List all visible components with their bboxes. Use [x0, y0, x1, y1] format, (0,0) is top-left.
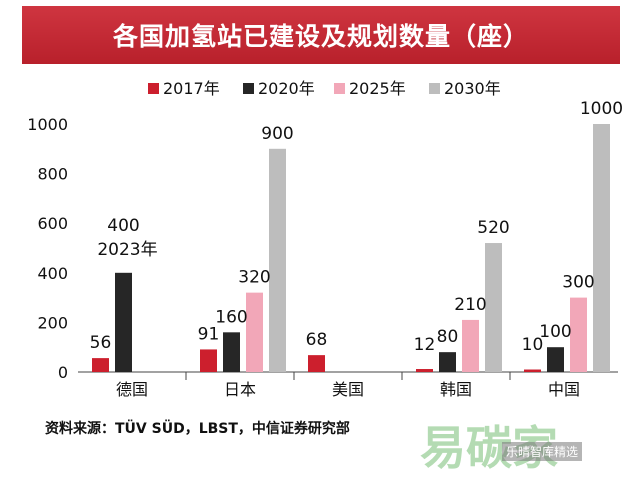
axes: 0 200 400 600 800 1000 德国 日本 美国 韩国 中国: [27, 115, 618, 399]
data-label: 300: [562, 273, 594, 293]
bar: [223, 332, 240, 372]
x-tick-label: 德国: [116, 380, 148, 399]
legend-swatch: [243, 83, 254, 94]
data-label: 900: [261, 124, 293, 144]
legend: 2017年 2020年 2025年 2030年: [148, 79, 501, 98]
x-tick-label: 美国: [332, 380, 364, 399]
x-tick-label: 韩国: [440, 380, 472, 399]
chart-title: 各国加氢站已建设及规划数量（座）: [22, 6, 620, 64]
bars: [92, 124, 610, 372]
y-tick-label: 800: [37, 165, 68, 184]
data-label: 68: [306, 330, 328, 350]
y-tick-label: 0: [58, 363, 68, 382]
data-label: 80: [437, 327, 459, 347]
bar: [92, 358, 109, 372]
annotation-label: 2023年: [97, 240, 157, 260]
legend-label: 2017年: [163, 79, 220, 98]
bar: [308, 355, 325, 372]
y-tick-label: 600: [37, 214, 68, 233]
data-label: 56: [90, 333, 112, 353]
bar: [485, 243, 502, 372]
bar: [593, 124, 610, 372]
data-label: 400: [107, 216, 139, 236]
bar: [547, 347, 564, 372]
bar: [462, 319, 479, 372]
watermark-caption: 乐晴智库精选: [502, 442, 583, 461]
bar: [269, 148, 286, 372]
y-tick-label: 200: [37, 313, 68, 332]
legend-label: 2030年: [444, 79, 501, 98]
legend-swatch: [334, 83, 345, 94]
source-note: 资料来源：TÜV SÜD，LBST，中信证券研究部: [45, 421, 350, 437]
data-label: 100: [539, 322, 571, 342]
data-label: 12: [414, 335, 436, 355]
legend-label: 2020年: [258, 79, 315, 98]
y-tick-label: 400: [37, 264, 68, 283]
x-tick-label: 日本: [224, 380, 256, 399]
y-tick-label: 1000: [27, 115, 68, 134]
bar: [524, 369, 541, 372]
legend-label: 2025年: [349, 79, 406, 98]
data-label: 91: [198, 324, 220, 344]
data-label: 160: [215, 307, 247, 327]
data-label: 210: [454, 295, 486, 315]
bar: [115, 272, 132, 372]
bar: [200, 349, 217, 372]
legend-swatch: [429, 83, 440, 94]
data-label: 1000: [580, 99, 623, 119]
bar: [439, 352, 456, 372]
x-tick-label: 中国: [548, 380, 580, 399]
data-label: 520: [477, 218, 509, 238]
data-label: 320: [238, 268, 270, 288]
bar: [570, 297, 587, 372]
legend-swatch: [148, 83, 159, 94]
data-label: 10: [522, 335, 544, 355]
bar: [246, 292, 263, 372]
bar: [416, 369, 433, 372]
